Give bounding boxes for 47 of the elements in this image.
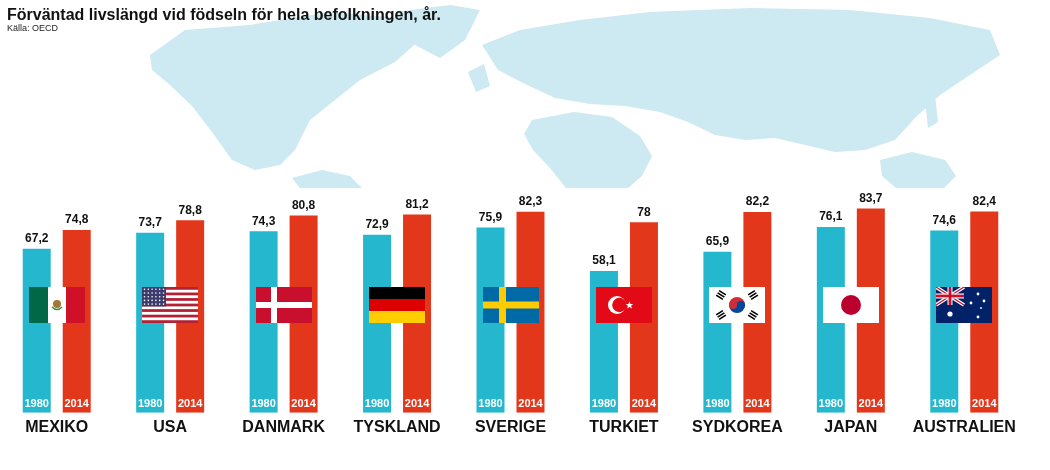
- data-label: 82,4: [972, 193, 997, 208]
- data-label: 80,8: [291, 197, 316, 212]
- text: 2014: [177, 396, 203, 409]
- data-label: 75,9: [478, 209, 503, 224]
- text: Källa: OECD: [7, 23, 59, 33]
- text: 2014: [404, 396, 430, 409]
- data-label: 58,1: [592, 253, 616, 268]
- data-label: 83,7: [859, 190, 883, 205]
- chart-title: Förväntad livslängd vid födseln för hela befolkningen, år.: [7, 6, 441, 23]
- text: 1980: [478, 396, 503, 409]
- text: 1980: [137, 396, 163, 409]
- text: 1980: [932, 396, 957, 409]
- x-tick-label: MEXIKO: [25, 417, 89, 435]
- x-tick-label: USA: [153, 417, 188, 435]
- text: 1980: [251, 396, 276, 409]
- text: 1980: [591, 396, 617, 409]
- data-label: 65,9: [705, 234, 730, 249]
- x-tick-label: TURKIET: [589, 417, 659, 435]
- x-tick-label: TYSKLAND: [353, 417, 441, 435]
- data-label: 67,2: [25, 231, 49, 245]
- data-label: 81,2: [405, 196, 430, 211]
- x-tick-label: AUSTRALIEN: [912, 417, 1016, 435]
- text: 2014: [291, 396, 316, 409]
- data-label: 78: [637, 204, 651, 219]
- data-label: 76,1: [819, 209, 843, 224]
- series-label: 2014: [64, 396, 90, 409]
- text: 1980: [818, 396, 844, 409]
- x-tick-label: SVERIGE: [474, 417, 547, 435]
- data-label: 74,6: [932, 212, 957, 227]
- x-tick-label: DANMARK: [242, 417, 326, 435]
- text: 1980: [364, 396, 390, 409]
- data-label: 74,8: [65, 212, 89, 227]
- data-label: 78,8: [178, 202, 203, 217]
- data-label: 82,2: [745, 194, 770, 209]
- text: 2014: [972, 396, 997, 409]
- text: 2014: [631, 396, 657, 409]
- data-label: 73,7: [138, 215, 163, 230]
- text: 2014: [745, 396, 770, 409]
- x-tick-label: SYDKOREA: [692, 417, 784, 435]
- text: 1980: [705, 396, 730, 409]
- data-label: 74,3: [251, 213, 276, 228]
- series-label: 1980: [24, 396, 49, 409]
- text: 2014: [518, 396, 543, 409]
- data-label: 82,3: [518, 194, 543, 209]
- text: 2014: [858, 396, 884, 409]
- data-label: 72,9: [365, 217, 390, 232]
- x-tick-label: JAPAN: [824, 417, 878, 435]
